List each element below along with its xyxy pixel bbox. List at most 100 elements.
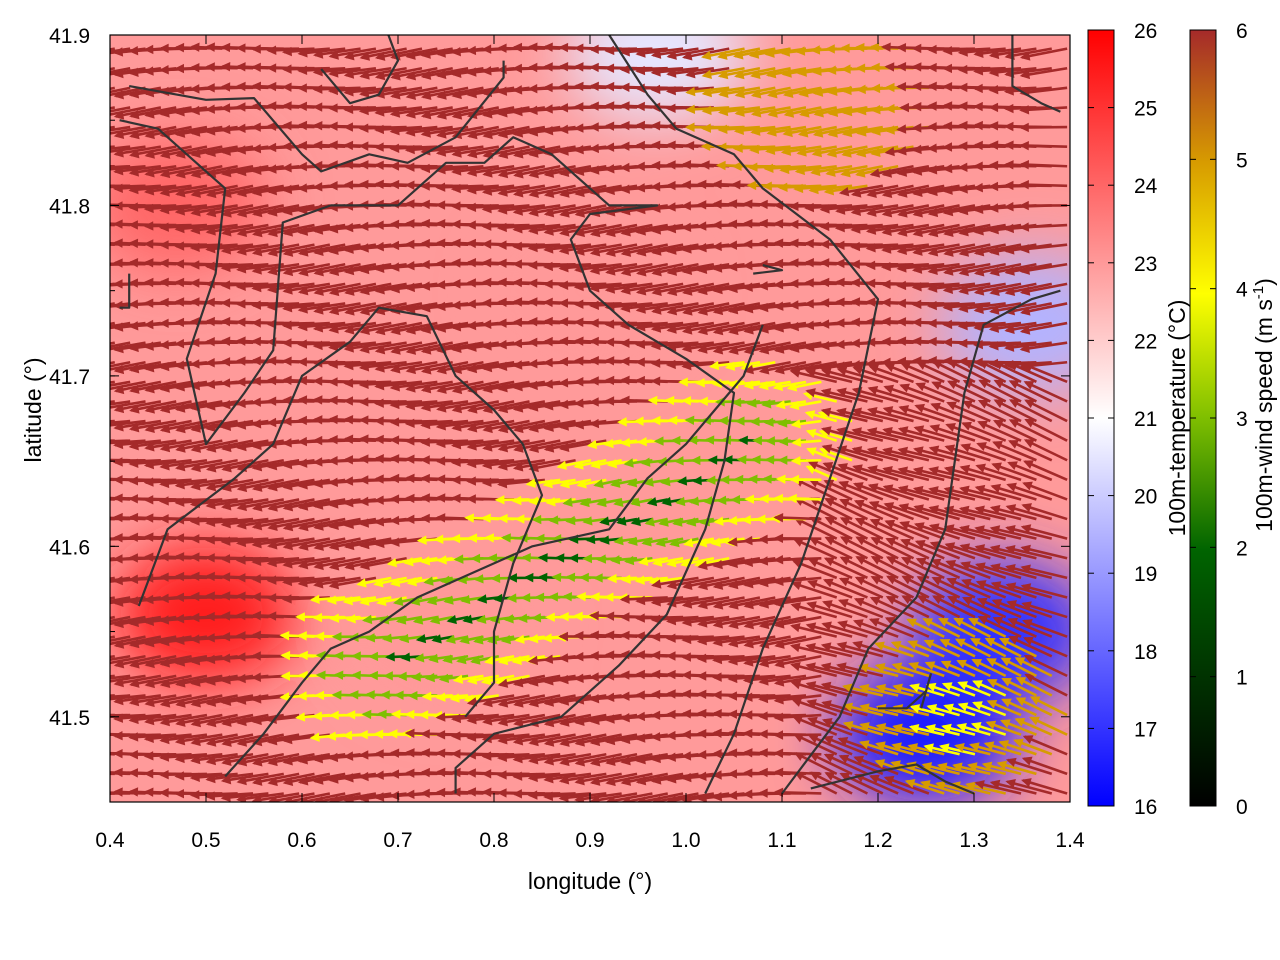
wind-arrow-head [333,670,344,680]
wind-arrow-head [711,770,722,780]
wind-arrow-head [897,208,908,218]
wind-arrow-head [481,477,492,488]
wind-arrow-head [497,478,508,489]
wind-arrow-head [1008,380,1020,389]
wind-arrow-head [1001,698,1012,708]
wind-arrow-head [897,188,908,198]
wind-arrow-head [298,541,309,551]
wind-arrow-head [711,179,722,190]
wind-arrow-head [974,484,986,494]
wind-arrow-head [205,463,217,473]
wind-arrow-head [98,768,108,777]
wind-arrow-head [635,140,645,151]
wind-arrow-head [589,101,599,111]
wind-arrow-head [435,200,446,210]
wind-arrow-head [527,337,538,348]
wind-arrow-head [942,46,953,56]
wind-arrow-head [681,396,692,406]
wind-arrow-head [68,326,78,335]
wind-arrow-head [621,796,631,802]
wind-arrow-head [957,162,968,172]
wind-arrow-head [974,780,985,790]
wind-arrow-head [497,129,509,139]
wind-arrow-head [712,654,723,665]
wind-arrow-shaft [110,635,131,642]
wind-arrow-head [158,258,169,268]
wind-arrow-head [83,110,93,119]
wind-arrow-head [758,381,769,391]
wind-arrow-head [143,459,155,470]
wind-arrow-head [574,227,585,238]
wind-arrow-head [251,419,262,429]
wind-arrow-head [811,147,823,158]
wind-arrow-head [496,258,507,269]
wind-arrow-head [435,474,446,484]
wind-arrow-head [359,325,370,336]
wind-arrow-head [748,49,760,59]
wind-arrow-head [205,168,217,178]
wind-arrow-head [435,456,446,466]
wind-arrow-head [398,633,410,644]
wind-arrow-head [543,774,554,784]
wind-arrow-head [466,185,477,195]
wind-arrow-head [506,593,517,603]
wind-arrow-head [374,142,384,152]
x-tick-label: 1.1 [767,829,796,852]
wind-arrow-head [548,515,559,525]
wind-arrow-head [957,681,968,691]
wind-arrow-head [589,736,601,747]
wind-arrow-head [677,476,688,486]
wind-arrow-head [635,650,645,660]
wind-arrow-head [635,755,646,765]
wind-arrow-head [451,343,462,354]
wind-arrow-head [666,580,678,590]
wind-arrow-head [727,673,738,684]
wind-arrow-head [850,241,861,252]
wind-arrow-head [205,208,217,218]
wind-arrow-head [682,580,693,590]
wind-arrow-head [112,554,123,564]
wind-arrow-head [266,417,277,428]
wind-arrow-head [711,708,722,719]
wind-arrow-head [221,463,232,473]
wind-arrow-head [678,377,688,387]
wind-arrow-head [343,476,354,486]
wind-arrow-head [174,657,186,667]
wind-arrow-head [742,239,753,249]
wind-arrow-head [420,384,432,394]
wind-arrow-head [528,225,539,235]
wind-arrow-head [576,479,587,489]
wind-arrow-head [988,121,999,131]
wind-arrow-head [914,539,926,549]
wind-arrow-head [112,279,123,289]
wind-arrow-head [834,339,845,350]
y-tick-label: 41.6 [49,536,90,559]
wind-arrow-head [1004,266,1015,276]
wind-arrow-head [429,615,441,625]
wind-arrow-head [175,678,186,688]
wind-arrow-head [389,577,401,587]
wind-arrow-head [128,167,140,177]
wind-arrow-head [1029,716,1040,726]
wind-arrow-head [113,343,124,354]
wind-arrow-head [466,787,477,797]
wind-arrow-head [961,421,972,431]
wind-arrow-head [513,149,524,159]
wind-arrow-head [599,516,610,526]
wind-arrow-head [573,336,584,346]
wind-arrow-head [128,714,139,725]
wind-arrow-head [852,365,864,375]
wind-arrow-head [869,62,880,73]
wind-arrow-head [175,717,186,727]
wind-arrow-head [604,121,615,131]
wind-arrow-head [112,767,123,778]
wind-arrow-head [665,651,676,661]
wind-arrow-head [312,415,323,425]
wind-arrow-head [67,305,77,314]
wind-arrow-head [467,533,478,543]
wind-arrow-head [497,361,508,371]
wind-arrow-head [190,423,201,433]
wind-arrow-head [868,618,880,627]
wind-arrow-head [298,247,309,257]
wind-arrow-head [314,796,324,802]
